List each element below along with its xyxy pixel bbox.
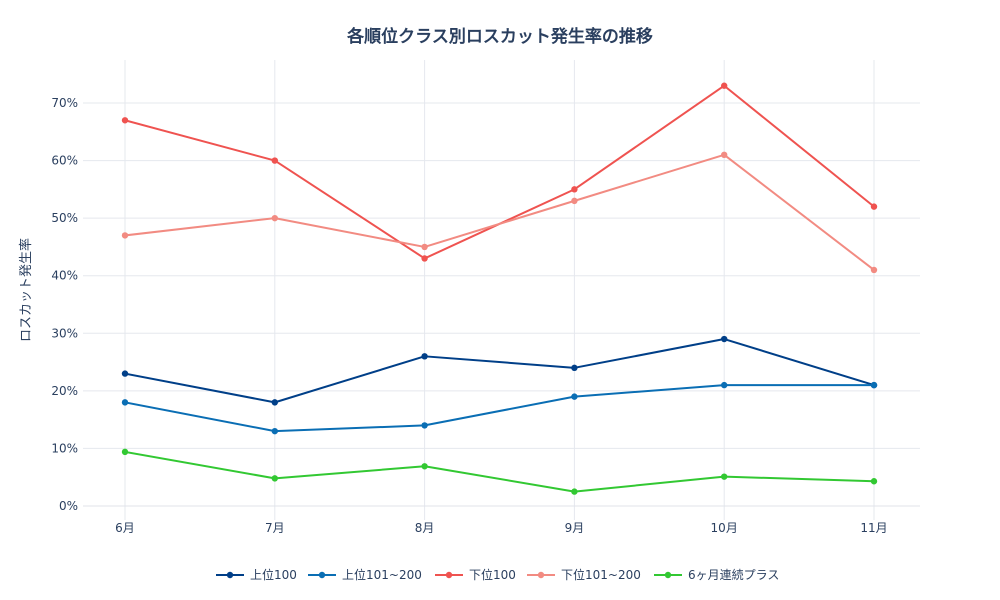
data-point: [571, 186, 578, 193]
legend-item: 上位101~200: [308, 567, 422, 582]
series-group: [121, 151, 878, 274]
grid: [83, 60, 920, 520]
x-axis-ticks: 6月 7月 8月 9月 10月 11月: [115, 521, 887, 535]
legend-label: 下位100: [469, 567, 516, 582]
data-point: [870, 478, 878, 485]
data-point: [271, 157, 278, 164]
data-point: [571, 488, 578, 495]
y-tick-label: 40%: [51, 269, 78, 283]
data-point: [271, 214, 278, 222]
legend-swatch-marker: [226, 571, 234, 579]
data-point: [721, 381, 728, 389]
series-line: [124, 450, 875, 493]
legend-swatch-marker: [445, 571, 453, 579]
data-point: [721, 335, 728, 343]
legend-label: 上位100: [250, 567, 297, 582]
y-tick-label: 0%: [59, 499, 78, 513]
legend: 上位100 上位101~200 下位100 下位101~200 6ヶ月連続プラス: [216, 567, 779, 582]
series-line: [124, 84, 875, 260]
y-tick-label: 20%: [51, 384, 78, 398]
data-point: [421, 243, 428, 251]
series-line: [124, 338, 875, 404]
y-tick-label: 30%: [51, 326, 78, 340]
series-line: [124, 153, 875, 271]
data-point: [571, 393, 578, 400]
data-point: [121, 232, 129, 239]
data-point: [721, 151, 728, 159]
x-tick-label: 11月: [860, 521, 887, 535]
data-point: [271, 475, 278, 482]
data-point: [870, 381, 878, 389]
data-point: [421, 463, 428, 470]
legend-label: 上位101~200: [342, 567, 422, 582]
y-axis-ticks: 0% 10% 20% 30% 40% 50% 60% 70%: [51, 96, 78, 513]
data-point: [421, 422, 428, 429]
data-point: [271, 427, 278, 435]
series-group: [121, 381, 878, 435]
y-tick-label: 70%: [51, 96, 78, 110]
data-point: [421, 255, 428, 262]
data-point: [121, 370, 129, 377]
legend-item: 上位100: [216, 567, 297, 582]
x-tick-label: 9月: [565, 521, 585, 535]
x-tick-label: 7月: [265, 521, 285, 535]
data-point: [121, 117, 129, 124]
legend-swatch-marker: [537, 571, 545, 579]
legend-item: 6ヶ月連続プラス: [654, 568, 779, 582]
y-tick-label: 10%: [51, 441, 78, 455]
data-point: [721, 473, 728, 480]
y-tick-label: 50%: [51, 211, 78, 225]
series-group: [121, 335, 878, 406]
legend-item: 下位100: [435, 567, 516, 582]
data-point: [121, 399, 129, 406]
legend-label: 6ヶ月連続プラス: [688, 568, 779, 582]
data-point: [721, 82, 728, 89]
series: [121, 82, 878, 495]
series-line: [124, 384, 874, 433]
data-point: [870, 266, 878, 274]
x-tick-label: 10月: [711, 521, 738, 535]
x-tick-label: 6月: [115, 521, 135, 535]
y-axis-title: ロスカット発生率: [18, 238, 34, 342]
data-point: [421, 353, 428, 360]
data-point: [571, 364, 578, 372]
x-tick-label: 8月: [415, 521, 435, 535]
legend-item: 下位101~200: [527, 567, 641, 582]
data-point: [121, 448, 129, 456]
data-point: [870, 203, 878, 210]
chart-title: 各順位クラス別ロスカット発生率の推移: [346, 26, 653, 47]
series-group: [121, 82, 878, 262]
legend-swatch-marker: [664, 571, 672, 579]
y-tick-label: 60%: [51, 154, 78, 168]
series-group: [121, 448, 878, 495]
legend-swatch-marker: [318, 571, 326, 579]
data-point: [271, 399, 278, 406]
data-point: [571, 197, 578, 205]
legend-label: 下位101~200: [561, 567, 641, 582]
